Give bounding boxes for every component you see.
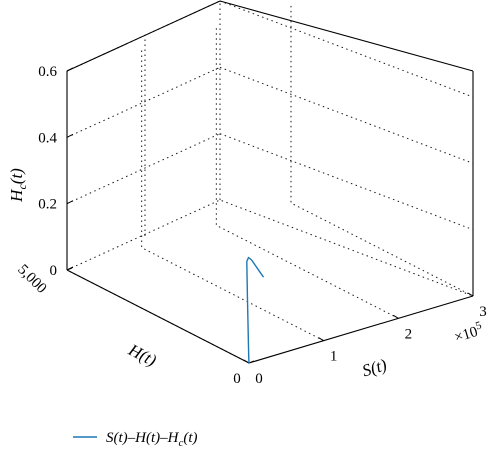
z-tick-label: 0.4 bbox=[38, 130, 57, 146]
back-top-right-edge bbox=[219, 0, 474, 72]
z-grid-line-back bbox=[219, 0, 474, 98]
grid bbox=[66, 0, 474, 364]
series-line bbox=[246, 256, 264, 364]
z-grid-line-back bbox=[219, 66, 474, 164]
z-tick-label: 0.2 bbox=[38, 197, 57, 213]
z-axis-ticks: 0 0.2 0.4 0.6 bbox=[38, 64, 74, 279]
z-axis-label: Hc(t) bbox=[7, 168, 29, 203]
h-tick-mark bbox=[66, 267, 73, 271]
x-grid-line bbox=[290, 4, 474, 297]
z-tick-mark bbox=[66, 67, 74, 72]
s-tick-mark bbox=[467, 292, 474, 297]
x-grid-line bbox=[66, 71, 250, 364]
h-tick-mark bbox=[248, 360, 255, 364]
x-grid-line bbox=[215, 26, 399, 319]
back-top-left-edge bbox=[66, 0, 221, 72]
h-tick-label: 5,000 bbox=[14, 262, 49, 297]
legend: S(t)–H(t)–Hc(t) bbox=[73, 430, 198, 449]
s-axis-line bbox=[248, 295, 474, 364]
z-grid-line-left bbox=[66, 133, 221, 205]
s-tick-label: 2 bbox=[405, 326, 413, 342]
z-tick-label: 0 bbox=[50, 263, 58, 279]
x-grid-line bbox=[141, 48, 324, 342]
h-axis-label: H(t) bbox=[125, 340, 160, 370]
back-floor-grid bbox=[66, 199, 474, 297]
h-axis-ticks: 05,000 bbox=[14, 262, 255, 387]
s-axis-label: S(t) bbox=[360, 355, 389, 380]
series bbox=[246, 256, 264, 364]
s-tick-label: 0 bbox=[255, 371, 263, 387]
s-axis-multiplier: ×105 bbox=[452, 319, 486, 346]
h-axis-line bbox=[66, 269, 250, 364]
h-tick-label: 0 bbox=[233, 371, 241, 387]
z-tick-label: 0.6 bbox=[38, 64, 57, 80]
z-grid-line-left bbox=[66, 66, 221, 138]
z-grid-line-back bbox=[219, 133, 474, 231]
legend-label: S(t)–H(t)–Hc(t) bbox=[106, 430, 198, 449]
s-tick-label: 1 bbox=[330, 349, 338, 365]
s-axis-ticks: 0 1 2 3 bbox=[243, 292, 487, 387]
s-tick-label: 3 bbox=[479, 304, 487, 320]
axes-box bbox=[66, 0, 474, 364]
z-tick-mark bbox=[66, 133, 74, 138]
s-tick-mark bbox=[393, 314, 399, 319]
s-tick-mark bbox=[243, 359, 250, 364]
z-tick-mark bbox=[66, 200, 74, 205]
s-tick-mark bbox=[318, 337, 324, 342]
